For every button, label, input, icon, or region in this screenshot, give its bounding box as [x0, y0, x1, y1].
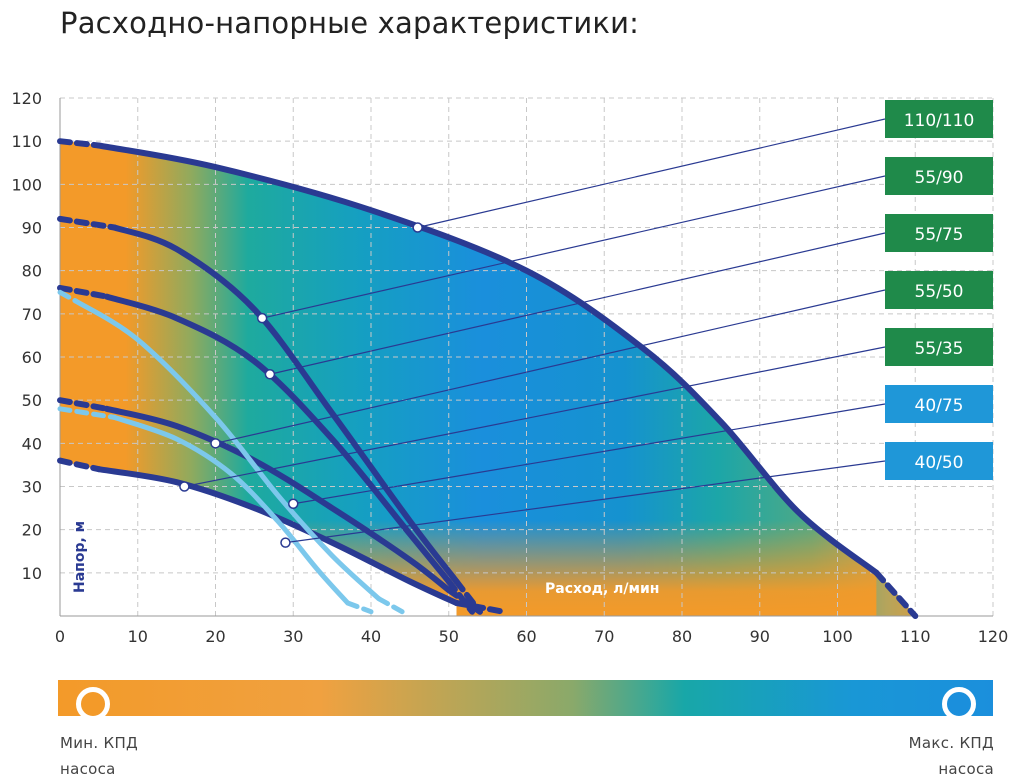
series-55-50-leader: [215, 289, 886, 444]
series-55-50-marker: [210, 438, 221, 449]
markers: [179, 222, 423, 548]
series-40-50-line: [111, 414, 351, 606]
leader-lines: [184, 118, 886, 544]
series-55-35-label-box: [885, 328, 993, 366]
series-55-75-dash-start: [57, 284, 110, 300]
series-40-50-label-box: [885, 442, 993, 480]
x-tick-label: 80: [672, 627, 692, 646]
page-title: Расходно-напорные характеристики:: [60, 6, 640, 40]
series-55-75-label: 55/75: [915, 225, 964, 245]
x-tick-label: 100: [822, 627, 853, 646]
series-40-75-dash-end: [376, 596, 405, 615]
series-55-90-label-box: [885, 157, 993, 195]
series-40-75-label-box: [885, 385, 993, 423]
efficiency-region: [60, 141, 916, 616]
x-tick-label: 70: [594, 627, 614, 646]
series-55-90-dash-start: [57, 215, 118, 231]
series-40-75-label: 40/75: [915, 396, 964, 416]
min-efficiency-label-line2: насоса: [60, 760, 116, 778]
y-tick-label: 110: [11, 132, 42, 151]
y-axis-label: Напор, м: [72, 521, 88, 593]
series-110-110-marker: [412, 222, 423, 233]
series-55-75-leader: [269, 232, 886, 375]
performance-chart: 110/110 55/90 55/75 55/50 55/35 40/75 40/50 0 1…: [11, 89, 1008, 646]
x-tick-label: 20: [205, 627, 225, 646]
series-40-50-label: 40/50: [915, 453, 964, 473]
y-tick-label: 100: [11, 175, 42, 194]
series-55-35-label: 55/35: [915, 339, 964, 359]
series-110-110-line: [95, 142, 880, 576]
y-tick-label: 70: [22, 305, 42, 324]
y-tick-label: 80: [22, 262, 42, 281]
x-tick-label: 110: [900, 627, 931, 646]
series-40-50-marker: [280, 537, 291, 548]
series-40-75-leader: [293, 403, 886, 505]
series-55-75-line: [103, 293, 452, 585]
x-tick-label: 0: [55, 627, 65, 646]
series-110-110-dash-start: [57, 138, 102, 149]
series-55-50-dash-start: [57, 397, 110, 412]
series-110-110-dash-end: [873, 569, 919, 619]
min-efficiency-label-line1: Мин. КПД: [60, 734, 139, 752]
y-tick-label: 120: [11, 89, 42, 108]
series-40-50-leader: [285, 460, 886, 544]
x-tick-label: 40: [361, 627, 381, 646]
series-55-75-marker: [264, 369, 276, 380]
min-efficiency-circle-icon: [76, 687, 110, 721]
x-tick-label: 50: [439, 627, 459, 646]
y-tick-label: 10: [22, 564, 42, 583]
series-55-90-label: 55/90: [915, 168, 964, 188]
series-40-75-line: [73, 298, 382, 602]
series-55-90-marker: [256, 312, 268, 324]
y-tick-label: 60: [22, 348, 42, 367]
x-tick-label: 30: [283, 627, 303, 646]
series-40-75-marker: [288, 498, 299, 510]
min-efficiency-label: Мин. КПД насоса: [60, 730, 138, 782]
max-efficiency-label-line1: Макс. КПД: [908, 734, 994, 752]
series-55-35-dash-end: [453, 600, 507, 615]
max-efficiency-label: Макс. КПД насоса: [909, 730, 994, 782]
series-55-50-line: [103, 405, 452, 594]
series-55-35-line: [95, 466, 460, 606]
x-tick-label: 120: [978, 627, 1009, 646]
series-40-50-dash-start: [57, 406, 117, 420]
y-tick-label: 30: [22, 478, 42, 497]
series-110-110-leader: [417, 118, 886, 229]
curves: [57, 138, 919, 619]
max-efficiency-label-line2: насоса: [938, 760, 994, 778]
series-labels: 110/110 55/90 55/75 55/50 55/35 40/75 40/50: [885, 100, 993, 480]
series-55-50-label: 55/50: [915, 282, 964, 302]
series-110-110-label: 110/110: [904, 111, 975, 131]
series-55-35-leader: [184, 346, 886, 488]
series-55-75-label-box: [885, 214, 993, 252]
y-tick-label: 20: [22, 521, 42, 540]
series-55-35-dash-start: [57, 457, 102, 473]
x-axis-label: Расход, л/мин: [545, 581, 659, 597]
y-tick-label: 90: [22, 219, 42, 238]
series-40-75-dash-start: [57, 289, 78, 304]
efficiency-gradient-bar: [58, 680, 993, 716]
efficiency-region-fill: [60, 141, 916, 616]
series-55-50-label-box: [885, 271, 993, 309]
x-tick-label: 90: [750, 627, 770, 646]
series-110-110-label-box: [885, 100, 993, 138]
series-40-50-dash-end: [345, 600, 374, 615]
y-tick-label: 50: [22, 391, 42, 410]
x-tick-label: 10: [128, 627, 148, 646]
axis-ticks: 0 10 20 30 40 50 60 70 80 90 100 110 120 10 20 30 40 50 60…: [11, 89, 1008, 646]
series-55-90-leader: [262, 175, 886, 319]
x-tick-label: 60: [516, 627, 536, 646]
max-efficiency-circle-icon: [942, 687, 976, 721]
y-tick-label: 40: [22, 434, 42, 453]
series-55-35-marker: [179, 481, 190, 492]
